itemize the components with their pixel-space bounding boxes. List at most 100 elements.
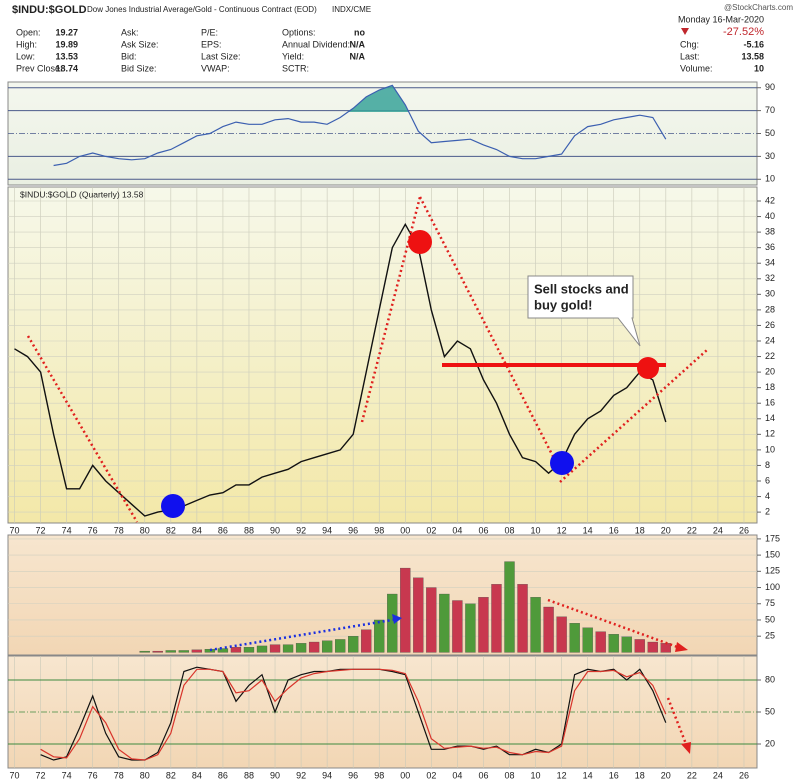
- volume-bar: [230, 647, 242, 653]
- y-tick-label: 18: [765, 382, 775, 392]
- x-tick-label: 90: [270, 525, 280, 535]
- stat-value: 13.53: [55, 51, 78, 61]
- y-tick-label: 100: [765, 582, 780, 592]
- y-tick-label: 80: [765, 674, 775, 684]
- stat-label: Volume:: [680, 63, 713, 73]
- x-tick-label: 90: [270, 770, 280, 780]
- y-tick-label: 90: [765, 82, 775, 92]
- x-tick-label: 10: [531, 770, 541, 780]
- overbought-fill: [347, 85, 409, 112]
- x-tick-label: 82: [166, 525, 176, 535]
- stat-label: Annual Dividend:: [282, 39, 350, 49]
- y-tick-label: 30: [765, 289, 775, 299]
- stat-label: EPS:: [201, 39, 222, 49]
- x-tick-label: 14: [583, 525, 593, 535]
- y-tick-label: 25: [765, 631, 775, 641]
- y-tick-label: 20: [765, 738, 775, 748]
- x-tick-label: 02: [426, 770, 436, 780]
- volume-bar: [478, 597, 489, 653]
- stat-label: Yield:: [282, 51, 304, 61]
- x-tick-label: 08: [504, 770, 514, 780]
- x-tick-label: 86: [218, 770, 228, 780]
- y-tick-label: 150: [765, 549, 780, 559]
- y-tick-label: 38: [765, 226, 775, 236]
- y-tick-label: 22: [765, 351, 775, 361]
- x-tick-label: 94: [322, 525, 332, 535]
- x-tick-label: 92: [296, 770, 306, 780]
- x-tick-label: 88: [244, 770, 254, 780]
- x-tick-label: 24: [713, 525, 723, 535]
- x-tick-label: 18: [635, 525, 645, 535]
- y-tick-label: 34: [765, 258, 775, 268]
- panel-volume: 25 50 75 100 125 150 175: [8, 533, 780, 653]
- sell-marker: [637, 357, 659, 379]
- x-tick-label: 12: [557, 770, 567, 780]
- x-tick-label: 04: [452, 770, 462, 780]
- buy-marker: [550, 451, 574, 475]
- x-tick-label: 88: [244, 525, 254, 535]
- x-tick-label: 08: [504, 525, 514, 535]
- trend-line: [26, 335, 139, 523]
- x-tick-label: 74: [62, 770, 72, 780]
- y-tick-label: 12: [765, 429, 775, 439]
- x-tick-label: 92: [296, 525, 306, 535]
- y-tick-label: 24: [765, 335, 775, 345]
- x-tick-label: 02: [426, 525, 436, 535]
- exchange: INDX/CME: [332, 5, 371, 14]
- x-tick-label: 84: [192, 525, 202, 535]
- y-tick-label: 42: [765, 195, 775, 205]
- stat-value: 19.89: [55, 39, 78, 49]
- panel-rsi: 10 30 50 70 90: [8, 82, 775, 184]
- y-tick-label: 125: [765, 566, 780, 576]
- volume-bar: [191, 649, 203, 653]
- volume-bar: [530, 597, 541, 653]
- volume-bar: [647, 641, 658, 653]
- y-tick-label: 10: [765, 444, 775, 454]
- volume-bar: [295, 643, 307, 653]
- date: Monday 16-Mar-2020: [678, 14, 764, 24]
- stat-value: N/A: [350, 39, 366, 49]
- down-arrow-icon: [681, 28, 689, 35]
- stat-label: Prev Close:: [16, 63, 63, 73]
- x-tick-label: 00: [400, 770, 410, 780]
- volume-bar: [361, 629, 372, 653]
- x-tick-label: 26: [739, 525, 749, 535]
- stat-label: Low:: [16, 51, 35, 61]
- stat-label: VWAP:: [201, 63, 230, 73]
- volume-bar: [660, 643, 671, 653]
- stat-value: no: [354, 27, 365, 37]
- volume-bar: [282, 644, 294, 653]
- x-tick-label: 84: [192, 770, 202, 780]
- x-tick-label: 12: [557, 525, 567, 535]
- volume-bar: [269, 644, 281, 653]
- x-tick-label: 78: [114, 525, 124, 535]
- stat-label: Options:: [282, 27, 316, 37]
- y-tick-label: 50: [765, 706, 775, 716]
- volume-bar: [256, 645, 268, 653]
- volume-bar: [595, 631, 606, 653]
- x-tick-label: 82: [166, 770, 176, 780]
- x-tick-label: 22: [687, 770, 697, 780]
- volume-bar: [504, 561, 515, 653]
- y-tick-label: 28: [765, 304, 775, 314]
- volume-bar: [139, 650, 150, 653]
- panel-title: $INDU:$GOLD (Quarterly) 13.58: [20, 189, 144, 199]
- stat-label: Last:: [680, 51, 700, 61]
- volume-bar: [439, 593, 450, 653]
- x-tick-label: 94: [322, 770, 332, 780]
- volume-bar: [321, 640, 333, 653]
- trend-line: [360, 196, 422, 423]
- y-tick-label: 175: [765, 533, 780, 543]
- stat-label: P/E:: [201, 27, 218, 37]
- stat-label: High:: [16, 39, 37, 49]
- x-tick-label: 96: [348, 770, 358, 780]
- symbol: $INDU:$GOLD: [12, 4, 87, 16]
- volume-bar: [413, 577, 424, 653]
- series-line: [40, 668, 667, 761]
- description: Dow Jones Industrial Average/Gold - Cont…: [87, 5, 317, 14]
- change-pct: -27.52%: [723, 26, 764, 38]
- x-tick-label: 80: [140, 770, 150, 780]
- volume-bar: [608, 634, 619, 653]
